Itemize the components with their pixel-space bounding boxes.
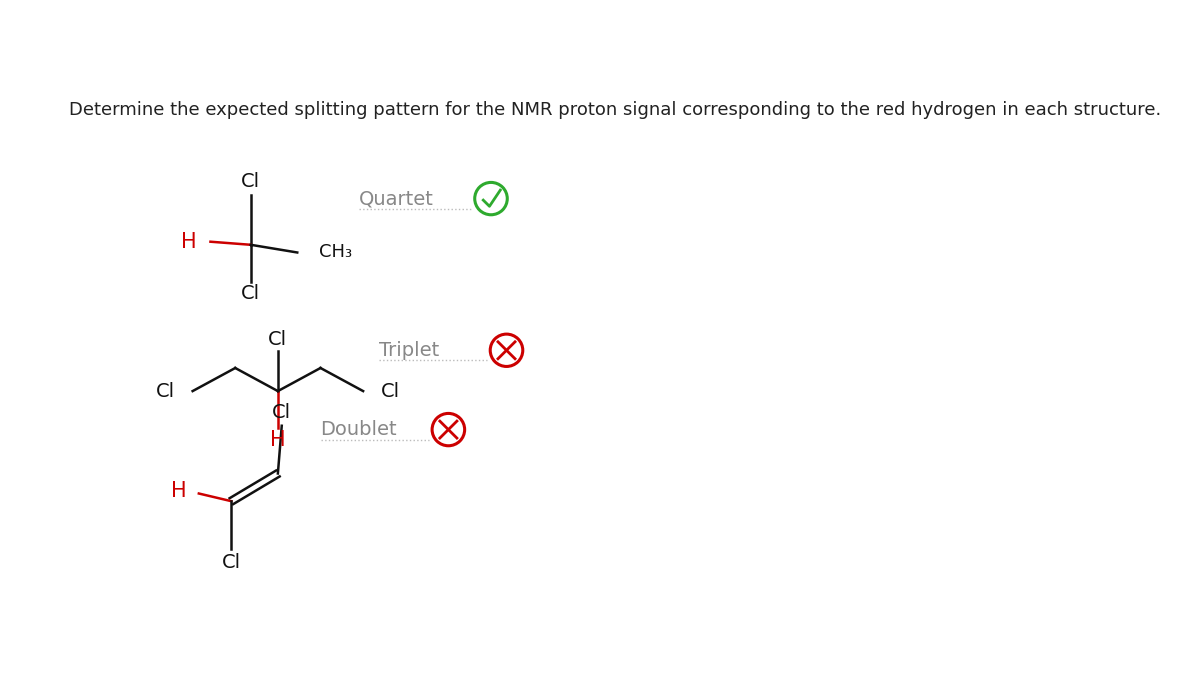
Text: Cl: Cl	[241, 284, 260, 303]
Text: Triplet: Triplet	[379, 341, 439, 359]
Text: Cl: Cl	[269, 330, 288, 349]
Text: Cl: Cl	[380, 381, 400, 401]
Text: Cl: Cl	[272, 403, 292, 422]
Text: Quartet: Quartet	[359, 189, 434, 208]
Text: Cl: Cl	[156, 381, 175, 401]
Text: H: H	[270, 429, 286, 449]
Text: Cl: Cl	[241, 172, 260, 191]
Text: CH₃: CH₃	[319, 244, 352, 261]
Text: Determine the expected splitting pattern for the NMR proton signal corresponding: Determine the expected splitting pattern…	[68, 101, 1162, 119]
Text: Doublet: Doublet	[320, 420, 397, 439]
Text: Cl: Cl	[222, 552, 241, 571]
Text: H: H	[170, 481, 186, 501]
Text: H: H	[181, 232, 197, 252]
